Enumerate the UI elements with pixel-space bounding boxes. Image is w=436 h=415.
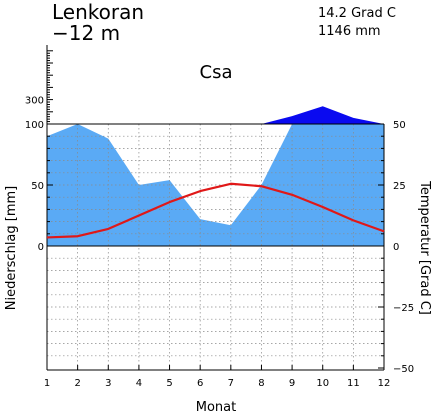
precipitation-fills <box>47 106 384 246</box>
left-tick-label: 0 <box>38 242 44 253</box>
annual-precipitation: 1146 mm <box>318 24 381 39</box>
x-tick-label: 12 <box>378 378 391 389</box>
right-tick-label: 50 <box>393 120 406 131</box>
annual-temperature: 14.2 Grad C <box>318 6 396 21</box>
station-elevation: −12 m <box>52 21 120 45</box>
left-axis-label: Niederschlag [mm] <box>4 186 19 311</box>
right-tick-label: 0 <box>393 242 399 253</box>
right-tick-label: −25 <box>393 303 414 314</box>
x-tick-label: 6 <box>197 378 203 389</box>
temperature-line <box>46 182 385 239</box>
x-tick-label: 5 <box>166 378 172 389</box>
left-tick-label: 50 <box>31 181 44 192</box>
x-tick-label: 1 <box>44 378 50 389</box>
x-axis-label: Monat <box>196 400 236 415</box>
precipitation-excess-area <box>47 106 384 124</box>
temperature-line-group <box>46 182 385 239</box>
x-tick-label: 3 <box>105 378 111 389</box>
x-tick-label: 9 <box>289 378 295 389</box>
x-tick-label: 2 <box>74 378 80 389</box>
station-name: Lenkoran <box>52 0 144 24</box>
right-tick-label: −50 <box>393 364 414 375</box>
x-tick-label: 11 <box>347 378 360 389</box>
precipitation-area <box>47 124 384 246</box>
x-tick-label: 10 <box>316 378 329 389</box>
x-tick-label: 8 <box>258 378 264 389</box>
x-tick-label: 4 <box>136 378 142 389</box>
right-axis-label: Temperatur [Grad C] <box>417 180 432 315</box>
x-tick-label: 7 <box>228 378 234 389</box>
right-tick-label: 25 <box>393 181 406 192</box>
left-tick-label: 300 <box>25 96 44 107</box>
climate-class: Csa <box>200 62 233 83</box>
axis-ticks <box>46 50 385 370</box>
left-tick-label: 100 <box>25 120 44 131</box>
